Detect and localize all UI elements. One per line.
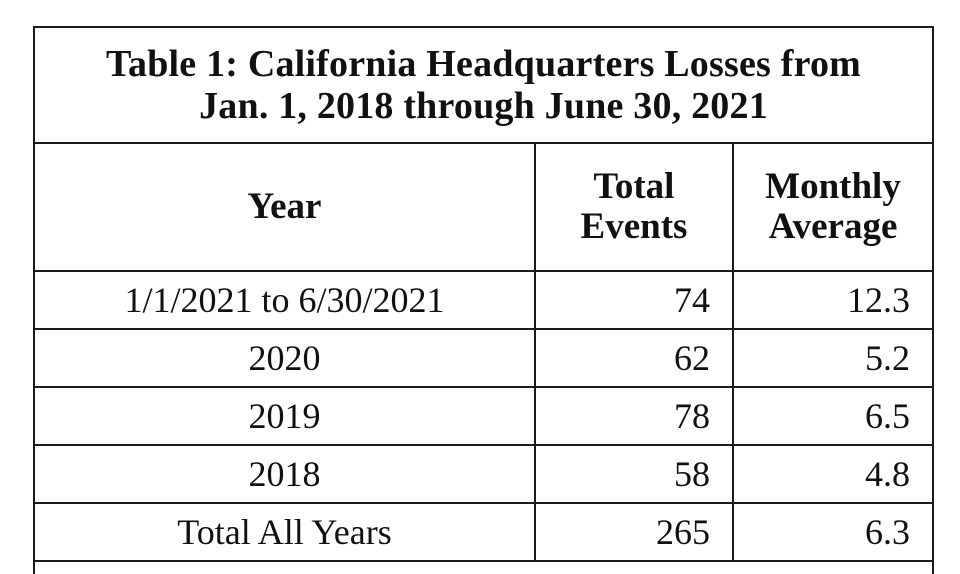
table-row: 2018 58 4.8 xyxy=(35,444,932,504)
header-total-events-line-1: Total xyxy=(593,166,675,207)
header-total-events-line-2: Events xyxy=(580,206,688,247)
losses-table: Table 1: California Headquarters Losses … xyxy=(33,26,934,574)
monthly-average-cell: 12.3 xyxy=(732,270,932,330)
total-events-cell: 78 xyxy=(534,386,734,446)
table-row: 2019 78 6.5 xyxy=(35,386,932,446)
total-events-cell: 62 xyxy=(534,328,734,388)
monthly-average-cell: 6.3 xyxy=(732,502,932,562)
title-row: Table 1: California Headquarters Losses … xyxy=(35,28,932,144)
year-cell: 2020 xyxy=(35,328,536,388)
header-year-label: Year xyxy=(247,186,322,227)
monthly-average-cell: 4.8 xyxy=(732,444,932,504)
header-year: Year xyxy=(35,142,536,272)
year-cell: 1/1/2021 to 6/30/2021 xyxy=(35,270,536,330)
header-monthly-average-line-1: Monthly xyxy=(765,166,901,207)
table-row-total: Total All Years 265 6.3 xyxy=(35,502,932,562)
total-events-cell: 58 xyxy=(534,444,734,504)
table-row: 2020 62 5.2 xyxy=(35,328,932,388)
table-title: Table 1: California Headquarters Losses … xyxy=(35,28,932,144)
table-title-line-1: Table 1: California Headquarters Losses … xyxy=(105,43,862,85)
header-monthly-average-line-2: Average xyxy=(768,206,898,247)
monthly-average-cell: 6.5 xyxy=(732,386,932,446)
year-cell: 2019 xyxy=(35,386,536,446)
table-title-line-2: Jan. 1, 2018 through June 30, 2021 xyxy=(199,85,768,127)
table-tail-cell xyxy=(35,560,932,574)
table-tail-row xyxy=(35,560,932,574)
total-events-cell: 265 xyxy=(534,502,734,562)
year-cell: 2018 xyxy=(35,444,536,504)
monthly-average-cell: 5.2 xyxy=(732,328,932,388)
header-total-events: Total Events xyxy=(534,142,734,272)
year-cell: Total All Years xyxy=(35,502,536,562)
total-events-cell: 74 xyxy=(534,270,734,330)
table-row: 1/1/2021 to 6/30/2021 74 12.3 xyxy=(35,270,932,330)
header-monthly-average: Monthly Average xyxy=(732,142,932,272)
header-row: Year Total Events Monthly Average xyxy=(35,142,932,272)
losses-table-grid: Table 1: California Headquarters Losses … xyxy=(35,28,932,574)
